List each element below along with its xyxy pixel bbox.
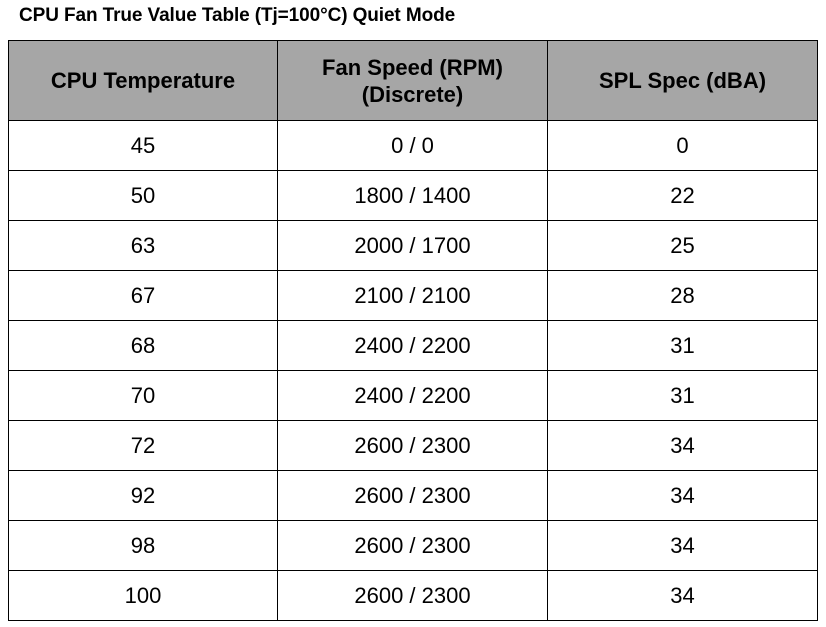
header-fan-speed: Fan Speed (RPM) (Discrete) — [277, 40, 548, 121]
cpu-temperature-cell: 72 — [8, 420, 278, 471]
cpu-temperature-cell: 92 — [8, 470, 278, 521]
spl-spec-cell: 0 — [547, 120, 818, 171]
cpu-temperature-cell: 63 — [8, 220, 278, 271]
fan-speed-cell: 2600 / 2300 — [277, 420, 548, 471]
fan-speed-cell: 2100 / 2100 — [277, 270, 548, 321]
fan-speed-cell: 2400 / 2200 — [277, 370, 548, 421]
fan-speed-cell: 1800 / 1400 — [277, 170, 548, 221]
cpu-temperature-cell: 98 — [8, 520, 278, 571]
table-row: 63 2000 / 1700 25 — [8, 220, 818, 271]
fan-speed-cell: 2400 / 2200 — [277, 320, 548, 371]
spl-spec-cell: 34 — [547, 570, 818, 621]
header-fan-speed-label: Fan Speed (RPM) — [322, 54, 503, 80]
spl-spec-cell: 22 — [547, 170, 818, 221]
header-spl-spec-label: SPL Spec (dBA) — [598, 68, 767, 93]
fan-speed-cell: 2600 / 2300 — [277, 520, 548, 571]
table-row: 50 1800 / 1400 22 — [8, 170, 818, 221]
cpu-temperature-cell: 70 — [8, 370, 278, 421]
fan-speed-cell: 2600 / 2300 — [277, 470, 548, 521]
cpu-temperature-cell: 68 — [8, 320, 278, 371]
cpu-temperature-cell: 45 — [8, 120, 278, 171]
spl-spec-cell: 31 — [547, 320, 818, 371]
table-row: 92 2600 / 2300 34 — [8, 470, 818, 521]
cpu-temperature-cell: 100 — [8, 570, 278, 621]
table-row: 67 2100 / 2100 28 — [8, 270, 818, 321]
spl-spec-cell: 25 — [547, 220, 818, 271]
spl-spec-cell: 34 — [547, 470, 818, 521]
fan-speed-cell: 0 / 0 — [277, 120, 548, 171]
header-spl-spec: SPL Spec (dBA) — [547, 40, 818, 121]
header-fan-speed-sublabel: (Discrete) — [361, 81, 464, 107]
fan-speed-cell: 2000 / 1700 — [277, 220, 548, 271]
spl-spec-cell: 28 — [547, 270, 818, 321]
fan-value-table: CPU Temperature Fan Speed (RPM) (Discret… — [8, 40, 818, 621]
table-row: 98 2600 / 2300 34 — [8, 520, 818, 571]
spl-spec-cell: 34 — [547, 520, 818, 571]
spl-spec-cell: 31 — [547, 370, 818, 421]
table-row: 100 2600 / 2300 34 — [8, 570, 818, 621]
cpu-temperature-cell: 67 — [8, 270, 278, 321]
table-row: 72 2600 / 2300 34 — [8, 420, 818, 471]
table-row: 45 0 / 0 0 — [8, 120, 818, 171]
cpu-temperature-cell: 50 — [8, 170, 278, 221]
header-row: CPU Temperature Fan Speed (RPM) (Discret… — [8, 40, 818, 121]
table-row: 70 2400 / 2200 31 — [8, 370, 818, 421]
table-title: CPU Fan True Value Table (Tj=100°C) Quie… — [19, 5, 456, 26]
fan-speed-cell: 2600 / 2300 — [277, 570, 548, 621]
table-row: 68 2400 / 2200 31 — [8, 320, 818, 371]
spl-spec-cell: 34 — [547, 420, 818, 471]
header-cpu-temperature-label: CPU Temperature — [50, 68, 236, 93]
header-cpu-temperature: CPU Temperature — [8, 40, 278, 121]
